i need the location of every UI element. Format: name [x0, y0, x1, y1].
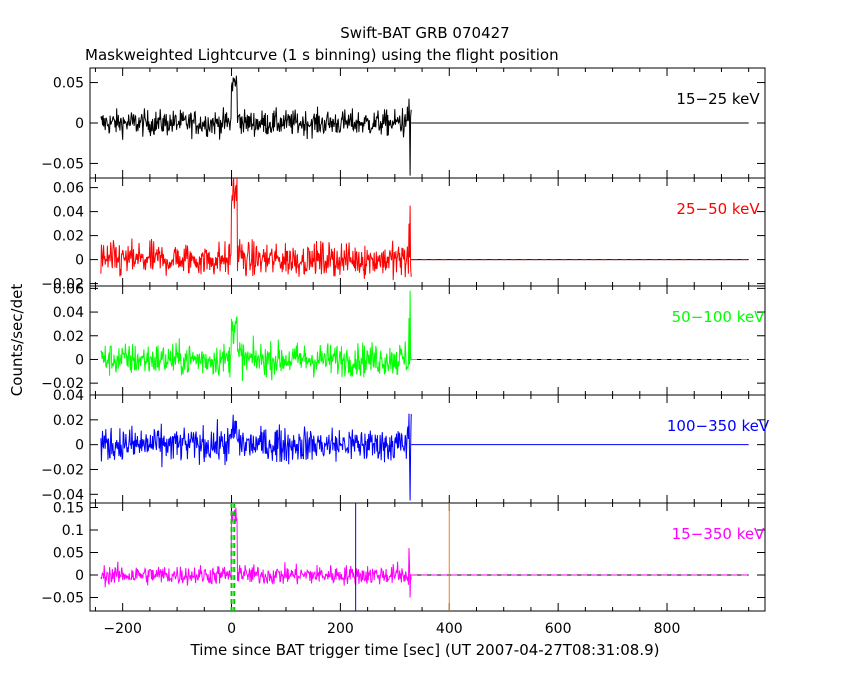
band-label: 50−100 keV	[672, 308, 765, 326]
panel-3: −0.02 0 0.02 0.04 0.06 50−100 keV	[41, 281, 766, 396]
y-tick-label: 0	[75, 438, 84, 454]
lightcurve-series	[100, 75, 412, 176]
x-tick-label: 0	[227, 621, 236, 637]
y-axis-label: Counts/sec/det	[8, 284, 26, 397]
y-tick-label: −0.05	[41, 156, 84, 172]
chart-title: Swift-BAT GRB 070427	[340, 24, 509, 42]
y-tick-label: −0.02	[41, 462, 84, 478]
panel-frame	[89, 285, 766, 396]
y-tick-label: 0.05	[53, 76, 84, 92]
x-tick-label: −200	[103, 621, 141, 637]
y-tick-label: 0.04	[53, 205, 84, 221]
panel-2: −0.02 0 0.02 0.04 0.06 25−50 keV	[41, 177, 766, 293]
lightcurve-series	[100, 177, 412, 281]
y-tick-label: 0	[75, 568, 84, 584]
y-tick-label: 0.02	[53, 329, 84, 345]
x-tick-label: 800	[654, 621, 681, 637]
y-tick-label: −0.02	[41, 376, 84, 392]
panel-4: −0.04 −0.02 0 0.02 0.04 100−350 keV	[41, 388, 770, 504]
x-tick-label: 400	[436, 621, 463, 637]
chart-subtitle: Maskweighted Lightcurve (1 s binning) us…	[85, 46, 559, 64]
y-tick-label: −0.02	[41, 277, 84, 293]
lightcurve-series	[100, 290, 412, 382]
y-tick-label: 0.04	[53, 305, 84, 321]
panel-frame	[89, 394, 766, 504]
x-tick-label: 200	[327, 621, 354, 637]
band-label: 100−350 keV	[667, 417, 770, 435]
y-tick-label: 0	[75, 352, 84, 368]
y-tick-label: 0	[75, 253, 84, 269]
x-axis-label: Time since BAT trigger time [sec] (UT 20…	[190, 641, 660, 659]
y-tick-label: 0	[75, 116, 84, 132]
panel-frame	[89, 502, 766, 612]
y-tick-label: −0.05	[41, 591, 84, 607]
y-tick-label: 0.06	[53, 281, 84, 297]
panel-1: −0.05 0 0.05 15−25 keV	[41, 67, 766, 179]
y-tick-label: 0.02	[53, 229, 84, 245]
panels-group: −0.05 0 0.05 15−25 keV −0.02 0 0.02 0.04 0.06 25−…	[41, 67, 770, 637]
y-tick-label: −0.04	[41, 487, 84, 503]
y-tick-label: 0.06	[53, 181, 84, 197]
y-tick-label: 0.02	[53, 413, 84, 429]
panel-frame	[89, 177, 766, 287]
band-label: 25−50 keV	[676, 200, 760, 218]
y-tick-label: 0.05	[53, 546, 84, 562]
x-tick-label: 600	[545, 621, 572, 637]
panel-5: −0.05 0 0.05 0.1 0.15 15−350 keV	[41, 501, 766, 612]
band-label: 15−350 keV	[672, 525, 765, 543]
lightcurve-series	[100, 507, 412, 598]
band-label: 15−25 keV	[676, 90, 760, 108]
lightcurve-series	[100, 413, 412, 501]
y-tick-label: 0.1	[62, 523, 84, 539]
y-tick-label: 0.15	[53, 501, 84, 517]
y-tick-label: 0.04	[53, 388, 84, 404]
